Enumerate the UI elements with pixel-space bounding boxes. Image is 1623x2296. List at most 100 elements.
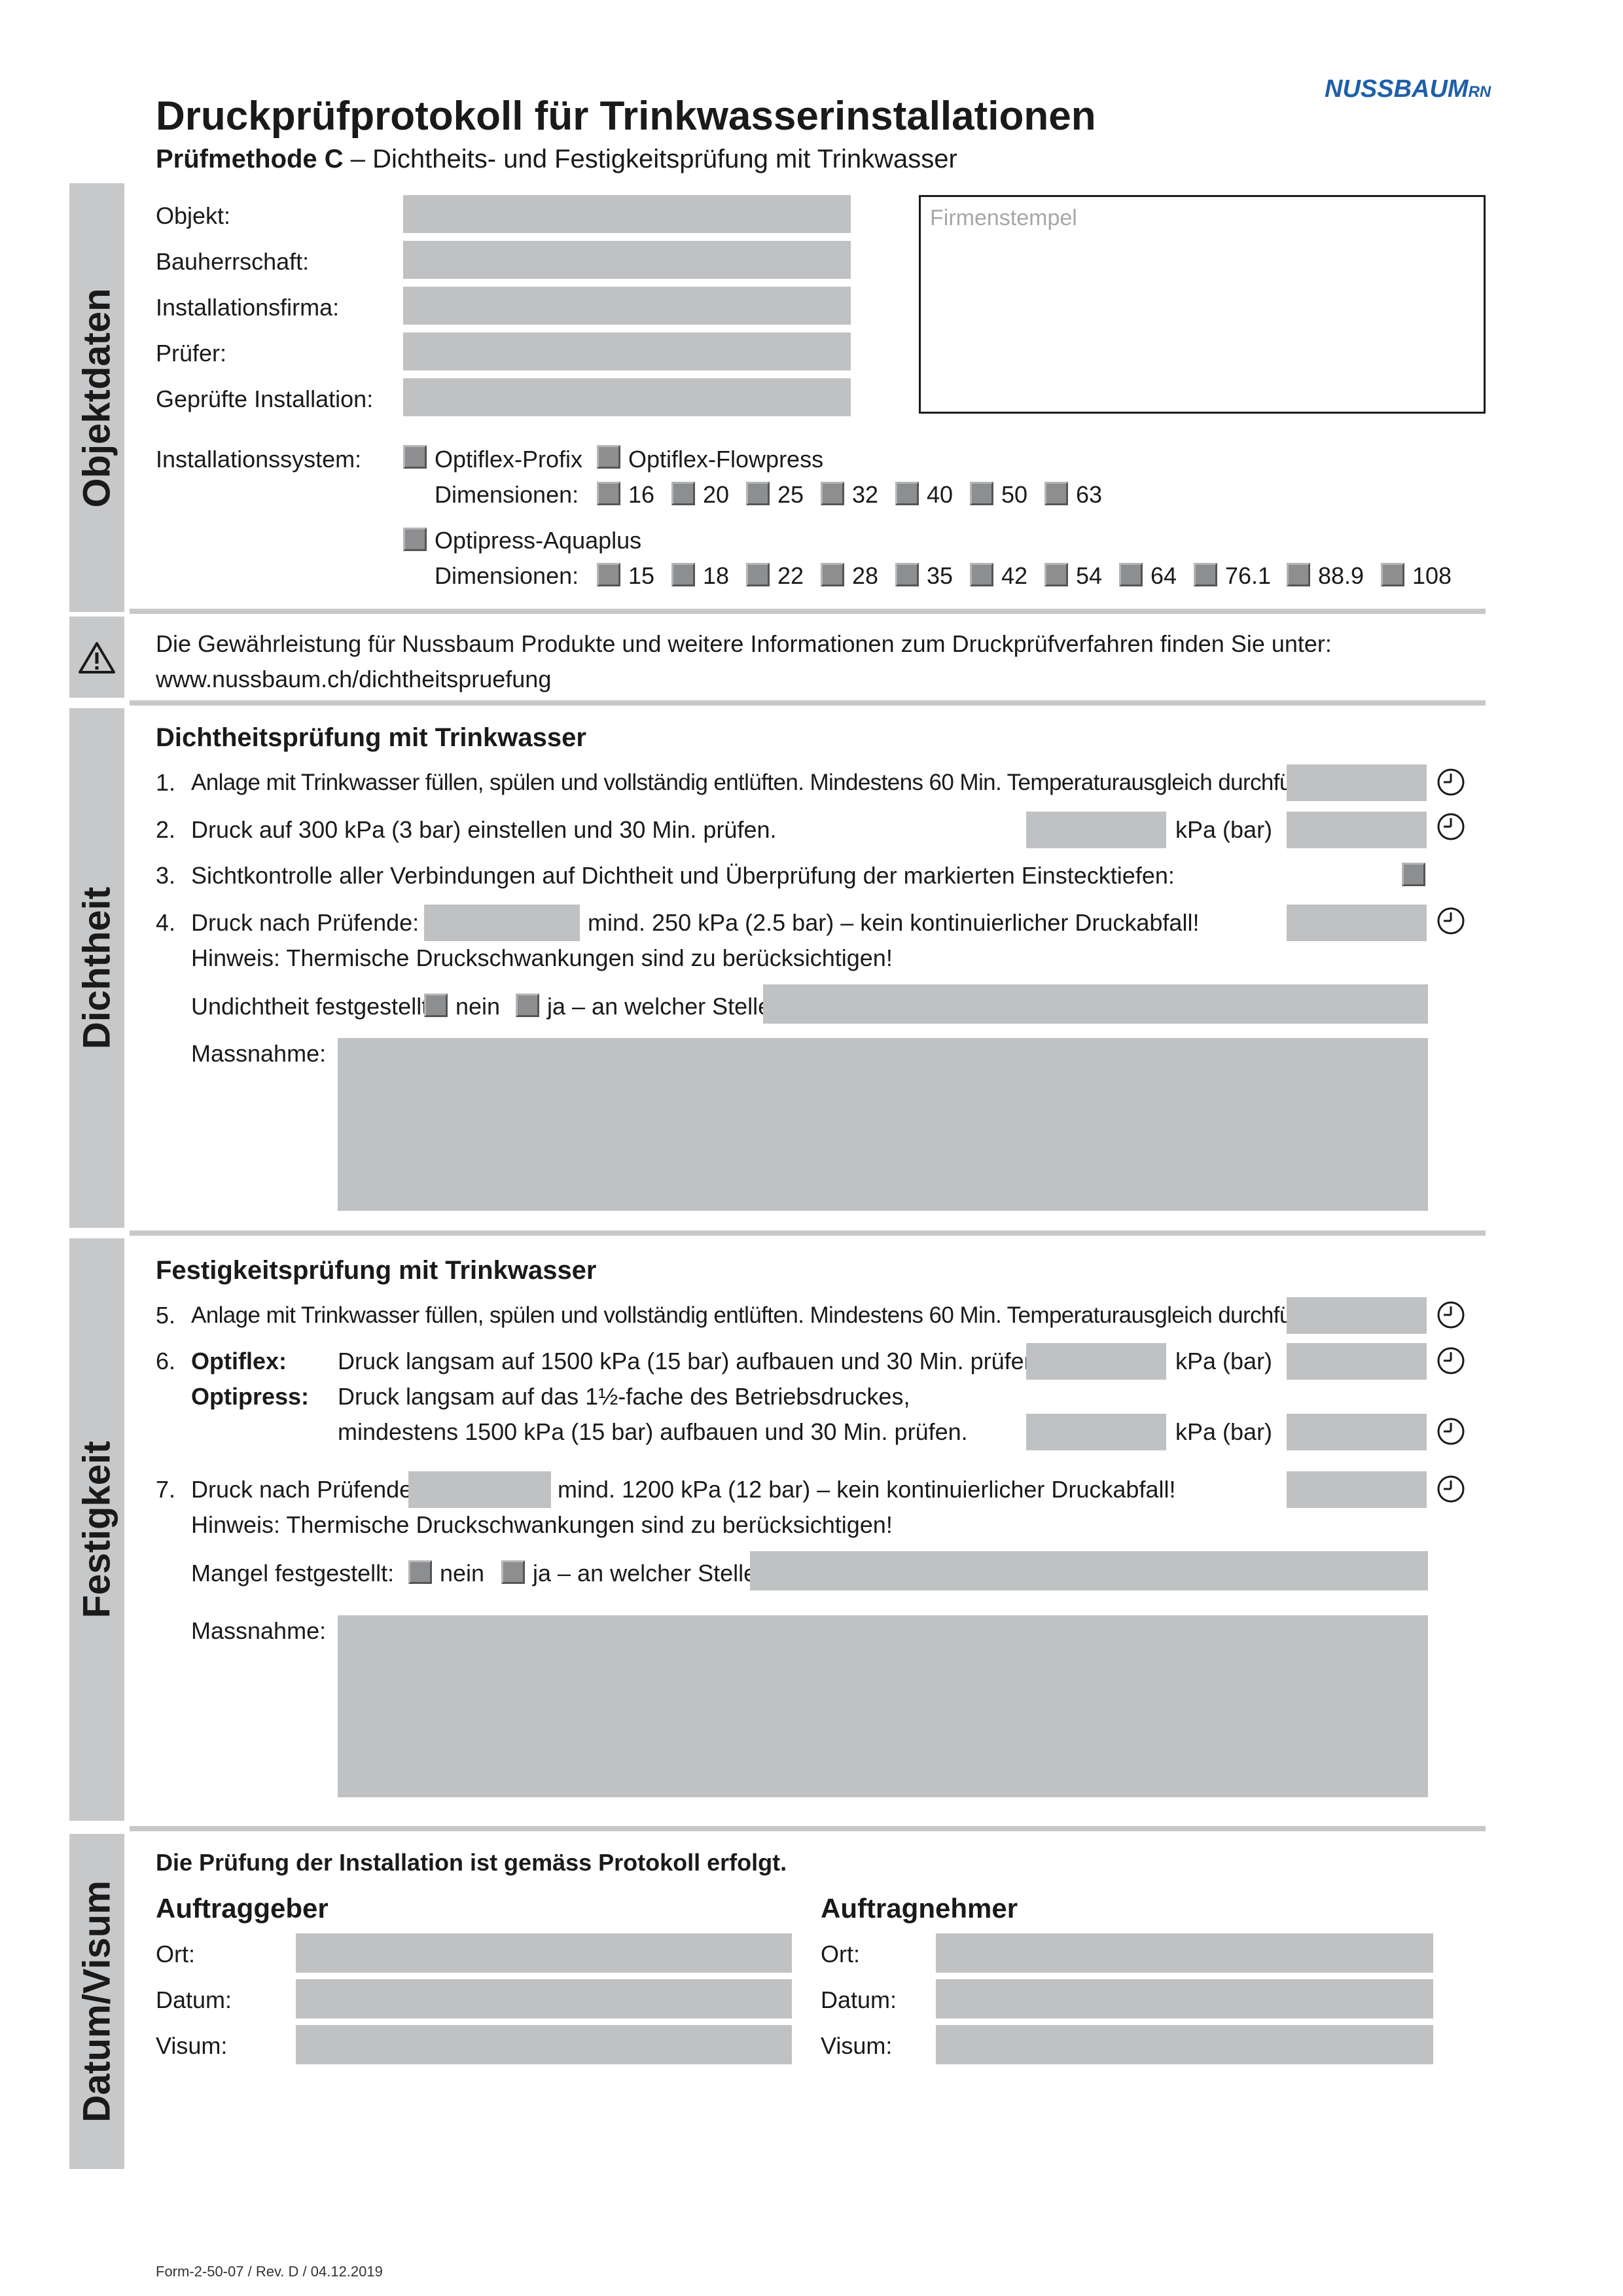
- dim-checkbox-108[interactable]: [1381, 563, 1404, 586]
- dim-checkbox-88-9[interactable]: [1287, 563, 1310, 586]
- dim-checkbox-16[interactable]: [597, 482, 620, 505]
- dim-label-63: 63: [1076, 481, 1103, 508]
- installationsfirma-field[interactable]: [403, 287, 851, 325]
- signoff-statement: Die Prüfung der Installation ist gemäss …: [156, 1849, 787, 1876]
- objekt-label: Objekt:: [156, 202, 231, 229]
- dim-checkbox-15[interactable]: [597, 563, 620, 586]
- step-5-time-field[interactable]: [1287, 1297, 1427, 1334]
- dim-label-28: 28: [852, 562, 879, 589]
- step-6-optiflex-unit: kPa (bar): [1175, 1348, 1273, 1374]
- divider: [130, 1826, 1486, 1831]
- step-7-time-field[interactable]: [1287, 1471, 1427, 1508]
- gepruefte-installation-field[interactable]: [403, 378, 851, 416]
- divider: [130, 1230, 1486, 1236]
- logo-suffix: RN: [1468, 83, 1491, 101]
- dim-checkbox-63[interactable]: [1044, 482, 1068, 505]
- mangel-nein-checkbox[interactable]: [408, 1560, 432, 1584]
- dim-label-88-9: 88.9: [1318, 562, 1364, 589]
- dim-checkbox-64[interactable]: [1119, 563, 1143, 586]
- pruefer-label: Prüfer:: [156, 340, 227, 367]
- auftragnehmer-ort-field[interactable]: [936, 1933, 1433, 1973]
- leak-ja-checkbox[interactable]: [516, 994, 539, 1017]
- step-7-pressure-field[interactable]: [408, 1471, 551, 1508]
- auftragnehmer-visum-field[interactable]: [936, 2025, 1433, 2064]
- objekt-field[interactable]: [403, 195, 851, 233]
- step-6-optipress-unit: kPa (bar): [1175, 1418, 1273, 1445]
- form-id: Form-2-50-07 / Rev. D / 04.12.2019: [156, 2263, 383, 2280]
- clock-icon: [1437, 1301, 1465, 1329]
- auftragnehmer-datum-label: Datum:: [821, 1986, 897, 2013]
- step-4-pressure-field[interactable]: [424, 905, 580, 941]
- step-7-label: Druck nach Prüfende:: [191, 1476, 419, 1503]
- dim-checkbox-42[interactable]: [970, 563, 993, 586]
- dim-checkbox-76-1[interactable]: [1194, 563, 1217, 586]
- clock-icon: [1437, 1475, 1465, 1503]
- dim-label-22: 22: [777, 562, 804, 589]
- dim-checkbox-35[interactable]: [895, 563, 919, 586]
- auftraggeber-visum-field[interactable]: [296, 2025, 792, 2064]
- method-subtitle: Prüfmethode C – Dichtheits- und Festigke…: [156, 143, 957, 175]
- step-2-time-field[interactable]: [1287, 812, 1427, 848]
- optiflex-profix-checkbox[interactable]: [403, 445, 427, 469]
- dim-checkbox-40[interactable]: [895, 482, 919, 505]
- optiflex-profix-label: Optiflex-Profix: [435, 446, 583, 473]
- dim-label-25: 25: [777, 481, 804, 508]
- step-7-hint: Hinweis: Thermische Druckschwankungen si…: [191, 1511, 893, 1538]
- step-6-optipress-text-2: mindestens 1500 kPa (15 bar) aufbauen un…: [338, 1418, 968, 1445]
- bauherrschaft-field[interactable]: [403, 241, 851, 279]
- auftraggeber-heading: Auftraggeber: [156, 1893, 329, 1924]
- dim-label-40: 40: [927, 481, 954, 508]
- dim-label-50: 50: [1001, 481, 1028, 508]
- step-3-checkbox[interactable]: [1402, 863, 1425, 886]
- dim-checkbox-25[interactable]: [746, 482, 770, 505]
- dim-checkbox-32[interactable]: [821, 482, 844, 505]
- step-4-requirement: mind. 250 kPa (2.5 bar) – kein kontinuie…: [588, 909, 1200, 936]
- leak-location-field[interactable]: [763, 984, 1428, 1024]
- dim-checkbox-28[interactable]: [821, 563, 844, 586]
- step-2-unit: kPa (bar): [1175, 816, 1273, 843]
- mangel-label: Mangel festgestellt:: [191, 1560, 395, 1587]
- auftraggeber-ort-field[interactable]: [296, 1933, 792, 1973]
- warning-icon: [79, 642, 115, 673]
- step-6-optipress-pressure-field[interactable]: [1026, 1414, 1166, 1450]
- optiflex-dimensions-label: Dimensionen:: [435, 481, 579, 508]
- divider: [130, 700, 1486, 706]
- auftragnehmer-datum-field[interactable]: [936, 1979, 1433, 2018]
- company-stamp-box[interactable]: Firmenstempel: [919, 195, 1486, 414]
- step-2-pressure-field[interactable]: [1026, 812, 1166, 848]
- logo-text: NUSSBAUM: [1325, 75, 1469, 103]
- step-6-optiflex-time-field[interactable]: [1287, 1343, 1427, 1380]
- step-6-optiflex-pressure-field[interactable]: [1026, 1343, 1166, 1380]
- mangel-ja-checkbox[interactable]: [501, 1560, 525, 1584]
- massnahme-textarea[interactable]: [338, 1038, 1428, 1211]
- step-6-optipress-time-field[interactable]: [1287, 1414, 1427, 1450]
- step-5-text: Anlage mit Trinkwasser füllen, spülen un…: [191, 1302, 1342, 1328]
- section-dichtheit: Dichtheit: [69, 708, 124, 1228]
- massnahme-textarea[interactable]: [338, 1615, 1428, 1797]
- dim-checkbox-50[interactable]: [970, 482, 993, 505]
- section-label-dichtheit: Dichtheit: [75, 886, 118, 1050]
- step-4-time-field[interactable]: [1287, 905, 1427, 941]
- dim-checkbox-20[interactable]: [671, 482, 695, 505]
- clock-icon: [1437, 1347, 1465, 1374]
- step-6-optipress-label: Optipress:: [191, 1383, 310, 1410]
- step-1-time-field[interactable]: [1287, 764, 1427, 801]
- step-6-optipress-text-1: Druck langsam auf das 1½-fache des Betri…: [338, 1383, 910, 1410]
- massnahme-label: Massnahme:: [191, 1617, 327, 1644]
- dim-label-32: 32: [852, 481, 879, 508]
- auftraggeber-datum-field[interactable]: [296, 1979, 792, 2018]
- dim-checkbox-22[interactable]: [746, 563, 770, 586]
- dim-label-18: 18: [703, 562, 730, 589]
- optipress-aquaplus-checkbox[interactable]: [403, 528, 427, 551]
- leak-ja-label: ja – an welcher Stelle:: [547, 993, 778, 1020]
- leak-nein-checkbox[interactable]: [424, 994, 448, 1017]
- pruefer-field[interactable]: [403, 332, 851, 370]
- dim-checkbox-18[interactable]: [671, 563, 695, 586]
- optiflex-flowpress-checkbox[interactable]: [597, 445, 620, 469]
- step-4-hint: Hinweis: Thermische Druckschwankungen si…: [191, 944, 893, 971]
- dim-checkbox-54[interactable]: [1044, 563, 1068, 586]
- mangel-location-field[interactable]: [750, 1551, 1428, 1590]
- auftragnehmer-ort-label: Ort:: [821, 1941, 860, 1967]
- notice-link[interactable]: www.nussbaum.ch/dichtheitspruefung: [156, 666, 552, 692]
- step-7-requirement: mind. 1200 kPa (12 bar) – kein kontinuie…: [558, 1476, 1176, 1503]
